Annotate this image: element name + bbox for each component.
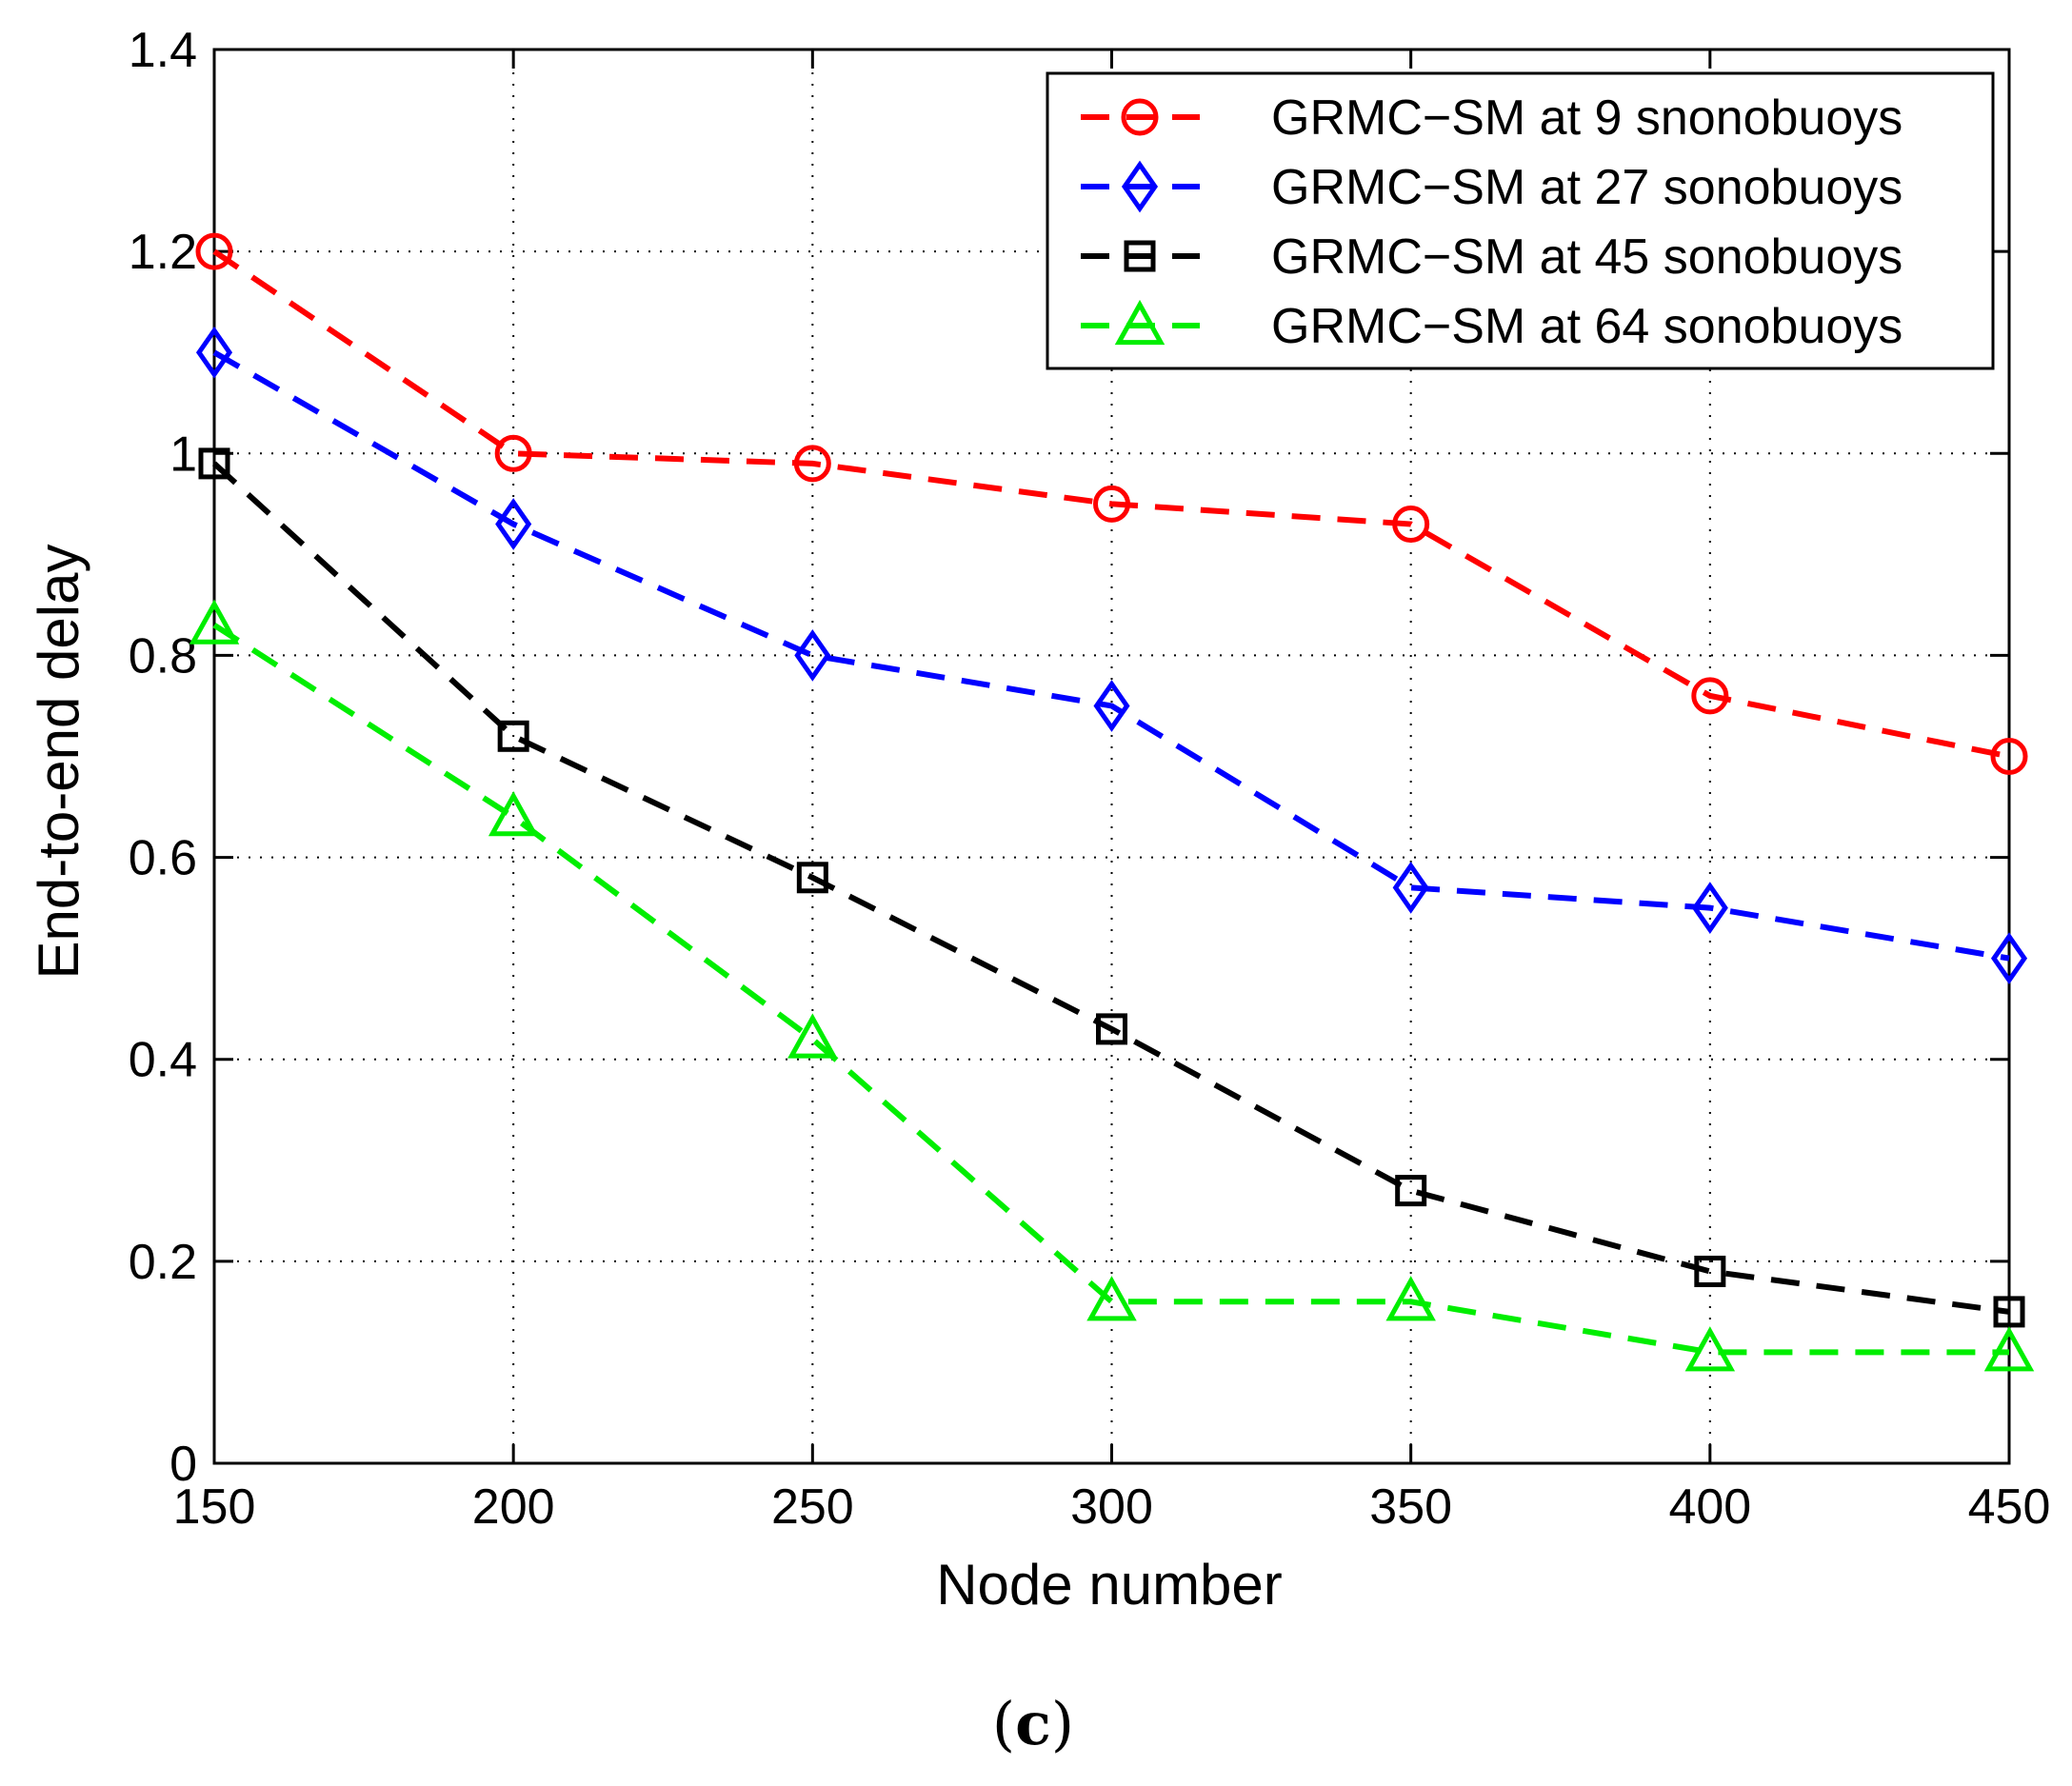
y-tick-label: 0 [169, 1437, 197, 1492]
series-line [212, 248, 2010, 760]
data-point [1392, 862, 1429, 914]
data-point [488, 790, 539, 837]
data-point [195, 326, 233, 379]
tick-layer: 150 200 250 300 350 400 450 0 0.2 0.4 0.6 0.8 1 1.2 1.… [129, 23, 2051, 1535]
y-tick-label: 0.8 [129, 628, 197, 684]
y-tick-label: 0.4 [129, 1033, 197, 1088]
data-point [1694, 1255, 1726, 1287]
grid-layer [214, 50, 2009, 1463]
data-point [794, 629, 831, 682]
caption-close-paren: ) [1051, 1689, 1074, 1758]
legend-marker [1114, 299, 1166, 346]
data-point [793, 445, 831, 483]
legend-label: GRMC−SM at 64 sonobuoys [1271, 299, 1903, 354]
series-line [212, 349, 2010, 962]
x-tick-label: 200 [472, 1479, 555, 1535]
x-axis-title: Node number [936, 1553, 1283, 1617]
legend-item: GRMC−SM at 45 sonobuoys [1081, 229, 1903, 285]
series-1 [195, 232, 2028, 775]
legend-marker [1121, 98, 1159, 136]
y-tick-label: 0.6 [129, 831, 197, 886]
data-point [1086, 1276, 1137, 1321]
y-tick-label: 0.2 [129, 1235, 197, 1290]
data-point [189, 599, 240, 645]
series-layer [189, 232, 2035, 1372]
legend-label: GRMC−SM at 27 sonobuoys [1271, 160, 1903, 215]
x-tick-label: 300 [1070, 1479, 1153, 1535]
data-point [495, 498, 532, 550]
series-line [211, 461, 2010, 1315]
legend-label: GRMC−SM at 9 snonobuoys [1271, 90, 1903, 146]
data-point [198, 447, 230, 480]
y-axis-title: End-to-end delay [27, 545, 90, 980]
series-3 [198, 447, 2025, 1328]
legend-marker [1124, 240, 1156, 272]
data-point [1983, 1326, 2035, 1372]
x-tick-label: 250 [771, 1479, 854, 1535]
data-point [796, 862, 828, 894]
y-tick-label: 1.2 [129, 225, 197, 280]
data-point [787, 1013, 838, 1059]
legend-item: GRMC−SM at 9 snonobuoys [1081, 90, 1903, 146]
x-tick-label: 350 [1369, 1479, 1452, 1535]
data-point [1392, 506, 1430, 544]
legend-box [1046, 71, 1995, 370]
data-point [1093, 485, 1130, 523]
figure-caption: (c) [992, 1689, 1074, 1758]
y-tick-label: 1.4 [129, 23, 197, 78]
legend: GRMC−SM at 9 snonobuoys GRMC−SM at 27 son… [1046, 71, 1995, 370]
data-point [1993, 1296, 2025, 1328]
series-4 [189, 599, 2035, 1372]
x-tick-label: 150 [173, 1479, 256, 1535]
legend-marker [1121, 160, 1159, 213]
data-point [1385, 1276, 1436, 1321]
caption-letter: c [1015, 1689, 1051, 1758]
data-point [1691, 677, 1729, 715]
data-point [1395, 1175, 1427, 1207]
data-point [1691, 882, 1728, 934]
legend-item: GRMC−SM at 64 sonobuoys [1081, 299, 1903, 354]
data-point [1990, 932, 2028, 985]
data-point [195, 232, 233, 270]
x-tick-label: 400 [1668, 1479, 1751, 1535]
data-point [1684, 1326, 1736, 1372]
data-point [497, 720, 529, 752]
legend-item: GRMC−SM at 27 sonobuoys [1081, 160, 1903, 215]
caption-open-paren: ( [992, 1689, 1015, 1758]
legend-label: GRMC−SM at 45 sonobuoys [1271, 229, 1903, 285]
data-point [1093, 680, 1130, 732]
data-point [1096, 1013, 1127, 1045]
y-tick-label: 1 [169, 427, 197, 482]
x-tick-label: 450 [1968, 1479, 2051, 1535]
series-2 [195, 326, 2028, 985]
data-point [1990, 738, 2028, 775]
data-point [494, 434, 532, 472]
